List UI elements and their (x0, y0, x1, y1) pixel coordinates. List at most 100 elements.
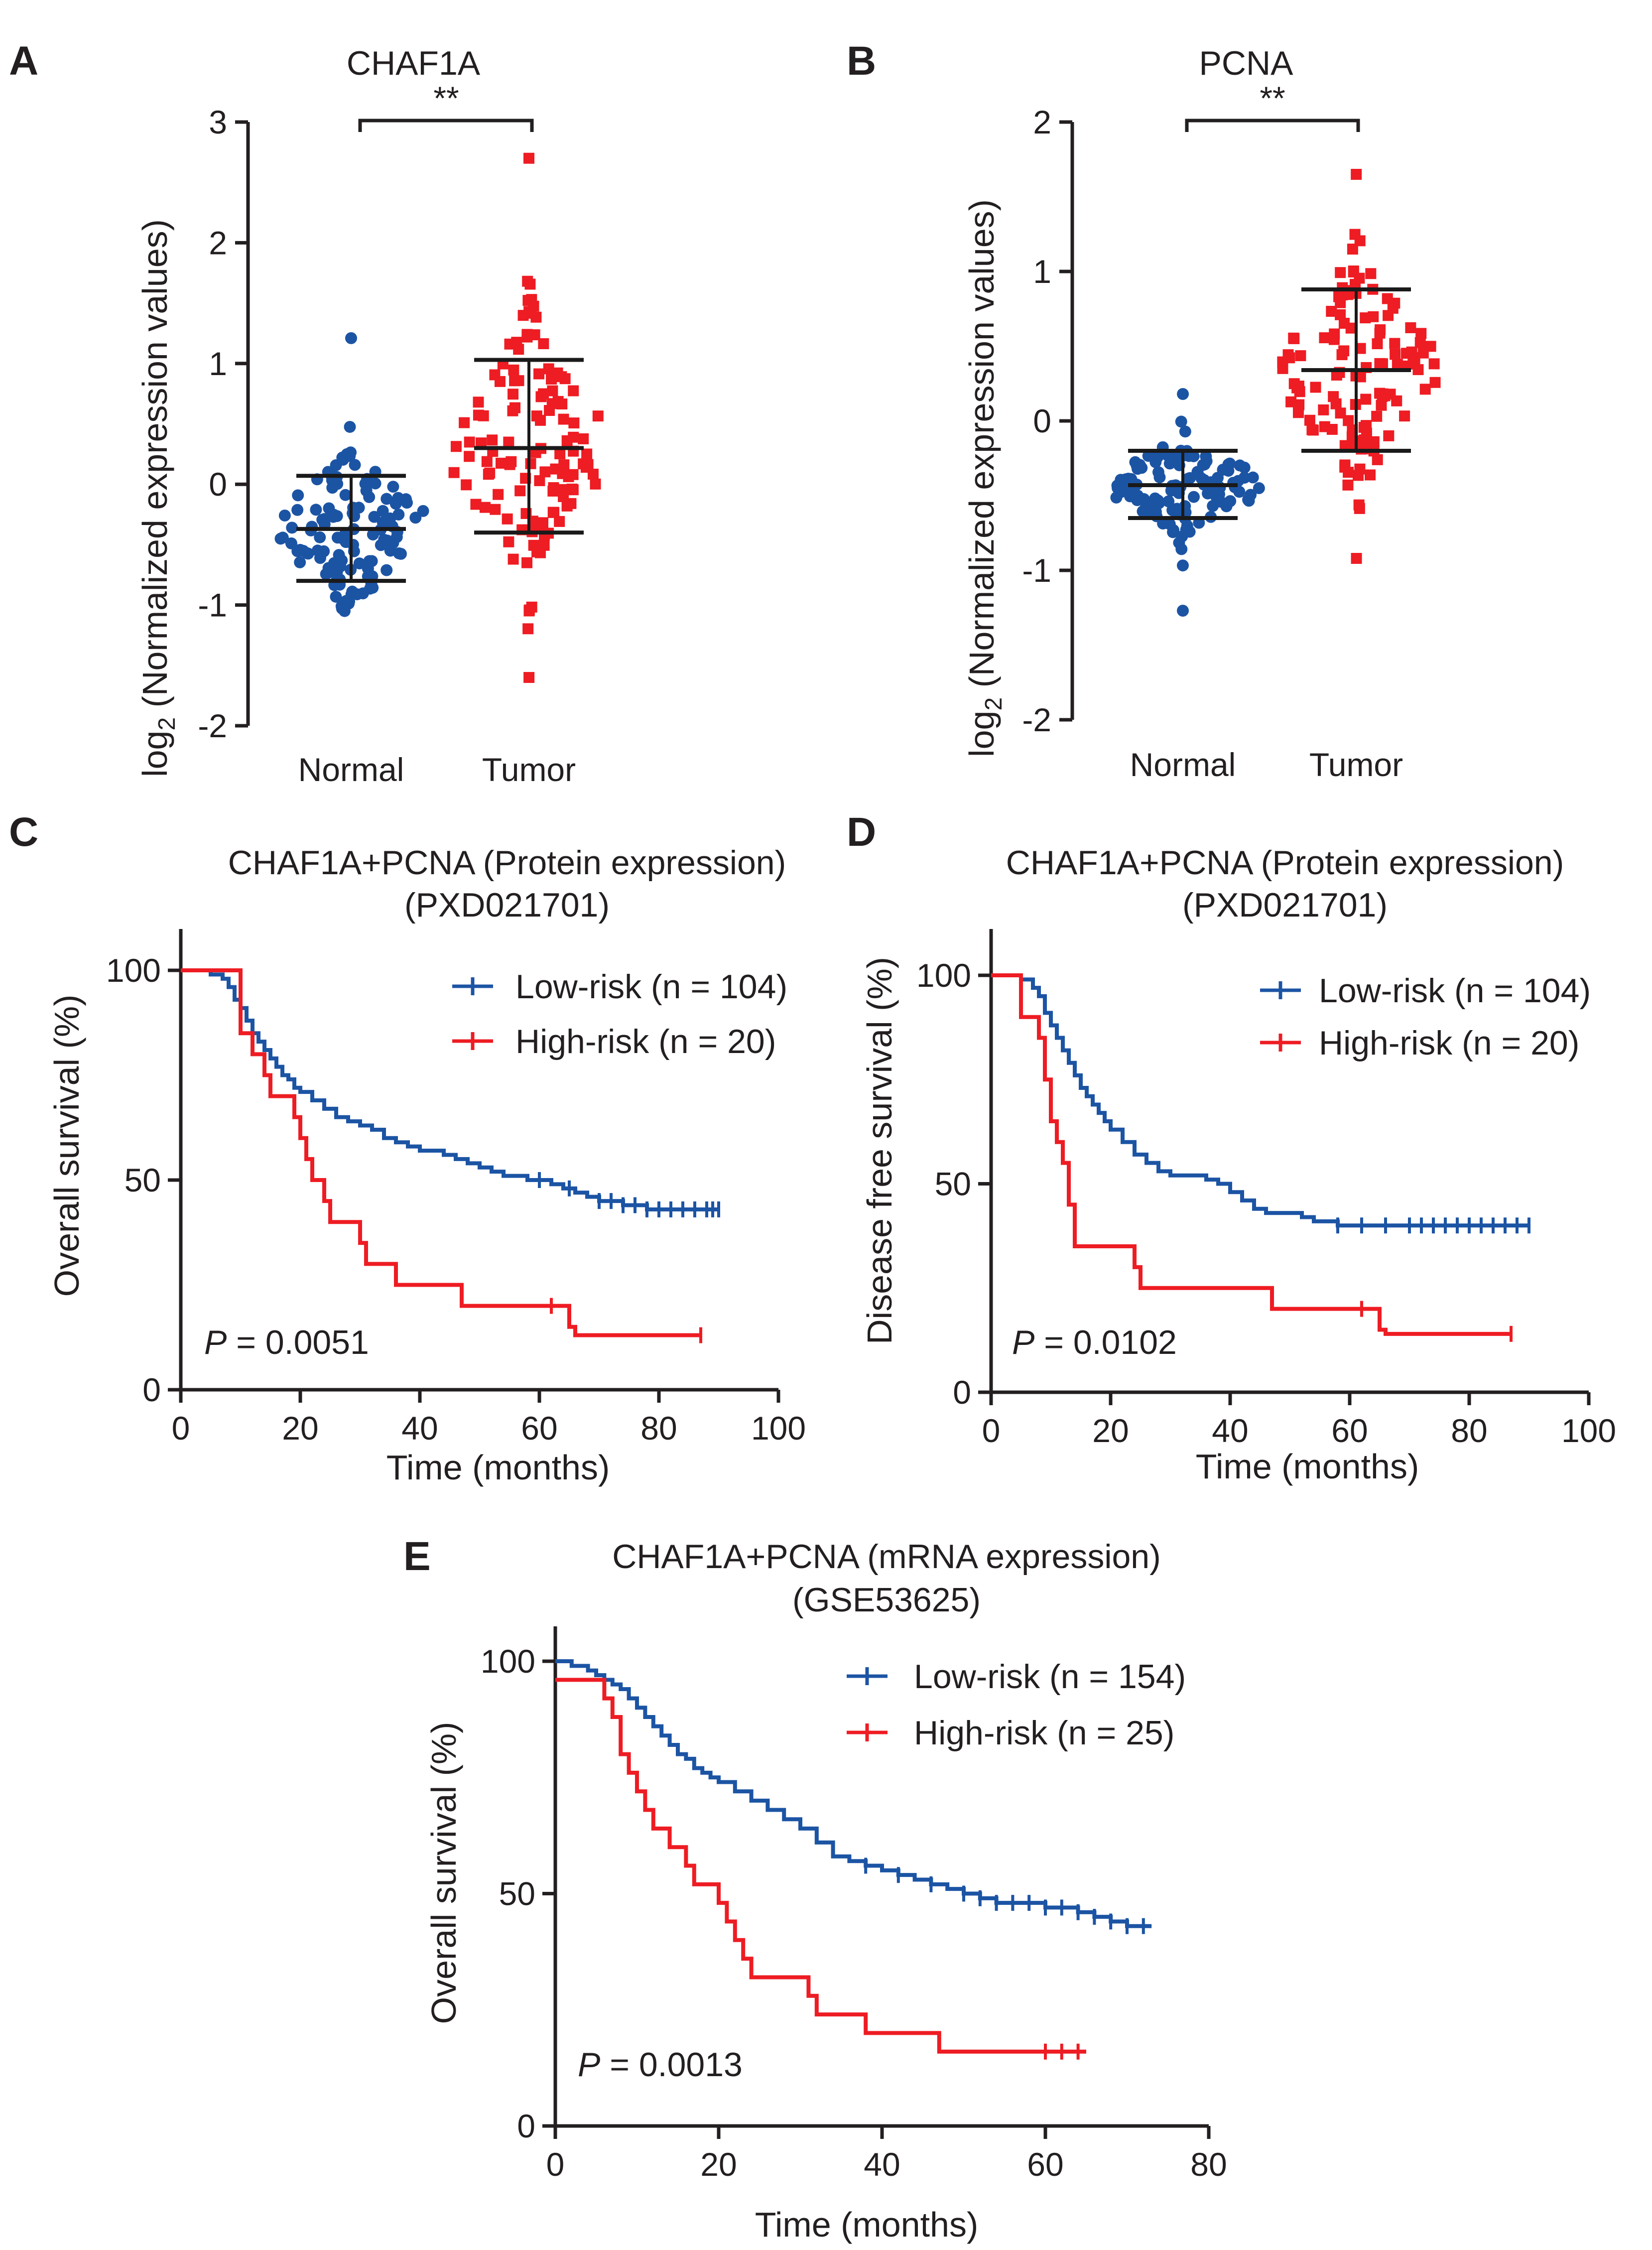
panel-a-tumor-point (561, 435, 573, 446)
panel-b-points (1110, 169, 1441, 617)
panel-a-normal-point (359, 478, 372, 490)
panel-b-normal-point (1210, 490, 1222, 503)
panel-a-tumor-point (478, 410, 489, 421)
panel-b-tumor-point (1326, 306, 1337, 317)
panel-a-significance-bracket (358, 119, 534, 132)
panel-a-tumor-point (547, 385, 558, 397)
panel-e-legend: Low-risk (n = 154) High-risk (n = 25) (847, 1658, 1186, 1752)
panel-b-normal-point (1253, 482, 1265, 495)
panel-b-tumor-point (1285, 396, 1297, 407)
panel-a-tumor-point (554, 448, 566, 460)
panel-b-tumor-point (1351, 553, 1362, 564)
panel-b-tumor-point (1382, 293, 1393, 304)
panel-d-title-line2: (PXD021701) (1182, 886, 1388, 924)
panel-b-tumor-point (1360, 312, 1371, 324)
panel-a-tumor-point (547, 507, 559, 518)
panel-d-ytick-label: 50 (935, 1166, 971, 1202)
panel-a-tumor-point (550, 463, 561, 475)
panel-a-normal-point (363, 555, 376, 567)
panel-b-ytick-label: 1 (1033, 253, 1051, 290)
panel-a-tumor-point (508, 553, 519, 565)
panel-a-normal-point (285, 537, 297, 549)
panel-b-normal-point (1187, 491, 1200, 503)
panel-a-tumor-point (504, 338, 515, 350)
panel-c-ytick-label: 0 (142, 1371, 161, 1408)
panel-e-ytick-label: 50 (499, 1875, 535, 1912)
panel-a-ylabel: log2 (Normalized expression values) (135, 219, 180, 777)
panel-e-xlabel: Time (months) (755, 2205, 979, 2244)
panel-a-tumor-point (526, 294, 537, 305)
panel-b-title: PCNA (1199, 44, 1294, 82)
panel-a-tumor-point (567, 484, 579, 496)
panel-a-normal-point (291, 504, 304, 516)
panel-b-tumor-point (1335, 309, 1346, 320)
panel-a-tumor-point (543, 363, 554, 375)
panel-a-normal-point (344, 450, 356, 462)
panel-b-tumor-point (1295, 350, 1306, 362)
panel-b-tumor-point (1347, 244, 1358, 255)
panel-b-tumor-point (1409, 358, 1420, 370)
panel-a-tumor-point (483, 469, 494, 480)
panel-b-tumor-point (1415, 328, 1427, 339)
panel-a-normal-point (331, 565, 343, 578)
panel-b-tumor-point (1361, 427, 1372, 439)
panel-c-xtick-label: 60 (521, 1410, 557, 1447)
panel-a-normal-point (345, 332, 358, 344)
panel-b-tumor-point (1355, 343, 1366, 354)
panel-d-curves (991, 973, 1530, 1342)
panel-b-normal-point (1125, 473, 1138, 485)
panel-a-summary-bars (296, 358, 584, 583)
panel-e-xtick-label: 0 (546, 2146, 565, 2183)
panel-b-normal-point (1177, 605, 1189, 617)
panel-a-normal-point (367, 529, 379, 541)
panel-c-title-line1: CHAF1A+PCNA (Protein expression) (228, 844, 786, 882)
panel-b-tumor-point (1365, 469, 1376, 481)
panel-e-label: E (403, 1534, 431, 1579)
panel-d-ytick-label: 100 (916, 957, 971, 994)
panel-b-tumor-point (1377, 388, 1389, 399)
panel-a-tumor-point (513, 344, 524, 355)
panel-a-tumor-point (487, 434, 498, 446)
panel-c-ytick-label: 100 (106, 952, 161, 989)
panel-a-tumor-point (578, 458, 589, 470)
panel-a-normal-point (286, 522, 298, 534)
panel-a-tumor-point (534, 475, 545, 486)
panel-e-ytick-label: 0 (517, 2108, 535, 2144)
panel-c-label: C (9, 809, 38, 855)
panel-a-tumor-point (450, 441, 462, 452)
panel-a-tumor-point (568, 417, 580, 429)
panel-b-tumor-point (1349, 229, 1361, 240)
panel-a-normal-point (353, 502, 365, 514)
panel-c-ticks: 0 20 40 60 80 100 100 50 0 (106, 952, 806, 1447)
panel-b-normal-point (1132, 463, 1144, 475)
panel-b-tumor-point (1335, 407, 1346, 419)
panel-b-tumor-point (1307, 424, 1319, 436)
panel-d-xtick-label: 80 (1451, 1412, 1487, 1449)
panel-b-normal-point (1175, 415, 1187, 428)
panel-a-normal-point (330, 590, 342, 603)
panel-a-tumor-point (525, 458, 536, 469)
panel-a-normal-point (346, 585, 359, 598)
panel-b-tumor-point (1374, 358, 1386, 369)
panel-b-xtick-tumor: Tumor (1309, 746, 1403, 783)
panel-b-xtick-normal: Normal (1130, 746, 1236, 783)
panel-e-curves (555, 1659, 1152, 2060)
panel-a-tumor-point (526, 601, 537, 613)
panel-a-tumor-point (531, 410, 542, 422)
panel-a-title: CHAF1A (347, 44, 481, 82)
panel-d-legend-high: High-risk (n = 20) (1319, 1024, 1579, 1062)
panel-a-significance: ** (433, 80, 459, 117)
panel-d-title-line1: CHAF1A+PCNA (Protein expression) (1006, 844, 1564, 882)
panel-c-xlabel: Time (months) (386, 1448, 610, 1487)
panel-b-tumor-point (1376, 399, 1387, 411)
panel-a-normal-point (311, 544, 324, 557)
panel-a-normal-point (294, 556, 306, 568)
panel-a-tumor-point (476, 437, 487, 449)
panel-e-xtick-label: 20 (700, 2146, 737, 2183)
panel-a-normal-point (387, 481, 399, 493)
panel-a-tumor-point (537, 517, 549, 529)
panel-b-ytick-label: 2 (1033, 104, 1051, 140)
panel-a-tumor-point (587, 468, 599, 480)
panel-b-normal-point (1247, 471, 1259, 484)
